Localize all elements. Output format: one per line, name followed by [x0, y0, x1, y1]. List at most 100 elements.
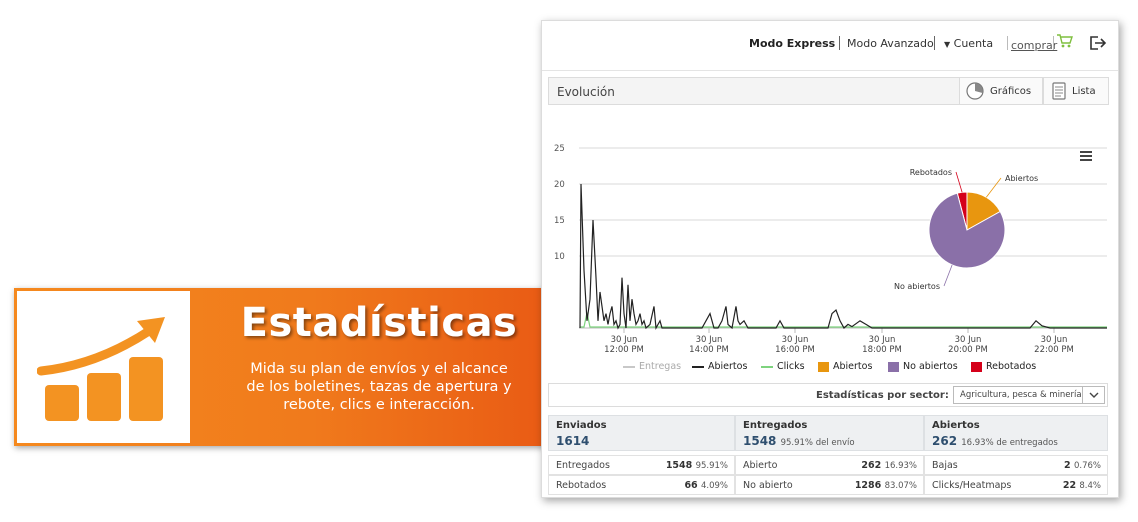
summary-value-group: 262 16.93% de entregados [932, 434, 1058, 448]
x-tick-label: 30 Jun [1041, 335, 1068, 345]
promo-title: Estadísticas [240, 300, 518, 346]
legend-item-no-abiertos[interactable]: No abiertos [888, 361, 958, 372]
nav-comprar-link[interactable]: comprar [1011, 39, 1058, 52]
x-tick-label: 20:00 PM [948, 345, 988, 355]
nav-modo-express[interactable]: Modo Express [749, 37, 836, 50]
sector-select[interactable]: Agricultura, pesca & minería [953, 386, 1105, 404]
promo-banner: Estadísticas Mida su plan de envíos y el… [14, 288, 554, 446]
caret-down-icon: ▼ [944, 40, 951, 49]
growth-bar-chart-icon [37, 317, 165, 421]
pie-slice[interactable] [928, 192, 1006, 269]
top-navigation: Modo Express Modo Avanzado ▼ Cuenta comp… [542, 21, 1118, 71]
series-line-clicks [580, 312, 1107, 328]
pie-label: Rebotados [910, 168, 952, 177]
nav-cuenta[interactable]: ▼ Cuenta [944, 37, 993, 50]
legend-swatch [971, 361, 982, 372]
summary-title: Enviados [556, 420, 607, 431]
stats-panel: Modo Express Modo Avanzado ▼ Cuenta comp… [541, 20, 1119, 498]
summary-value: 262 [932, 434, 958, 448]
summary-value: 1614 [556, 434, 590, 448]
x-tick-label: 30 Jun [955, 335, 982, 345]
legend-item-rebotados[interactable]: Rebotados [971, 361, 1036, 372]
y-tick-label: 25 [554, 144, 565, 154]
summary-title: Abiertos [932, 420, 980, 431]
legend-label: Rebotados [986, 361, 1037, 372]
graficos-label: Gráficos [990, 86, 1032, 97]
summary-abiertos: Abiertos 262 16.93% de entregados [924, 415, 1108, 451]
detail-number: 66 [684, 480, 698, 491]
legend-label: Entregas [639, 361, 682, 372]
y-tick-label: 20 [554, 180, 565, 190]
detail-percent: 16.93% [884, 461, 917, 471]
detail-label: Entregados [556, 460, 610, 471]
detail-label: No abierto [743, 480, 793, 491]
logout-icon[interactable] [1089, 35, 1107, 51]
nav-modo-avanzado[interactable]: Modo Avanzado [847, 37, 934, 50]
x-tick-label: 30 Jun [611, 335, 638, 345]
detail-row: Abierto 262 16.93% [735, 455, 924, 475]
evolution-title: Evolución [557, 85, 615, 99]
x-tick-label: 30 Jun [782, 335, 809, 345]
detail-percent: 95.91% [695, 461, 728, 471]
chart-menu-icon[interactable] [1080, 151, 1092, 161]
legend-item-abiertos-line[interactable]: Abiertos [692, 361, 747, 372]
detail-number: 262 [861, 460, 882, 471]
summary-subtext: 95.91% del envío [780, 438, 855, 448]
detail-row: Clicks/Heatmaps 22 8.4% [924, 475, 1108, 495]
detail-value: 2 0.76% [1064, 460, 1101, 471]
pie-connector [943, 264, 953, 287]
sector-bar: Estadísticas por sector: Agricultura, pe… [548, 383, 1108, 407]
detail-value: 1548 95.91% [666, 460, 728, 471]
legend-label: No abiertos [903, 361, 958, 372]
lista-label: Lista [1072, 86, 1096, 97]
detail-number: 1548 [665, 460, 693, 471]
promo-description: Mida su plan de envíos y el alcance de l… [246, 361, 512, 413]
chevron-down-icon[interactable] [1082, 387, 1104, 403]
detail-label: Bajas [932, 460, 958, 471]
detail-row: Entregados 1548 95.91% [548, 455, 735, 475]
pie-chart: Abiertos No abiertos Rebotados [894, 168, 1038, 291]
legend-swatch [761, 365, 773, 368]
summary-title: Entregados [743, 420, 808, 431]
evolution-header: Evolución Gráficos Lista [548, 77, 1109, 105]
detail-label: Abierto [743, 460, 778, 471]
detail-value: 262 16.93% [861, 460, 917, 471]
x-tick-label: 30 Jun [869, 335, 896, 345]
detail-label: Clicks/Heatmaps [932, 480, 1012, 491]
pie-label: Abiertos [1005, 174, 1038, 183]
detail-label: Rebotados [556, 480, 607, 491]
legend-item-clicks[interactable]: Clicks [761, 361, 805, 372]
detail-percent: 0.76% [1073, 461, 1101, 471]
pie-chart-icon [966, 82, 984, 100]
legend-label: Clicks [777, 361, 805, 372]
pie-connector [985, 177, 1002, 198]
shopping-cart-icon[interactable] [1056, 33, 1074, 49]
detail-percent: 8.4% [1079, 481, 1101, 491]
graficos-button[interactable]: Gráficos [959, 77, 1043, 105]
legend-swatch [888, 361, 899, 372]
y-axis: 25 20 15 10 [554, 144, 1107, 262]
x-tick-label: 14:00 PM [689, 345, 729, 355]
lista-button[interactable]: Lista [1043, 77, 1109, 105]
chart-legend: Entregas Abiertos Clicks Abiertos No abi… [542, 361, 1118, 375]
legend-label: Abiertos [708, 361, 748, 372]
x-tick-label: 30 Jun [696, 335, 723, 345]
detail-number: 22 [1062, 480, 1077, 491]
detail-value: 66 4.09% [684, 480, 728, 491]
nav-separator [1007, 36, 1008, 50]
legend-item-abiertos-pie[interactable]: Abiertos [818, 361, 872, 372]
promo-icon-box [17, 291, 190, 443]
detail-number: 2 [1064, 460, 1071, 471]
summary-value-group: 1548 95.91% del envío [743, 434, 855, 448]
detail-value: 22 8.4% [1063, 480, 1101, 491]
legend-item-entregas[interactable]: Entregas [623, 361, 681, 372]
x-tick-label: 22:00 PM [1034, 345, 1074, 355]
legend-swatch [818, 361, 829, 372]
sector-label: Estadísticas por sector: [816, 390, 949, 401]
nav-separator [1053, 36, 1054, 50]
y-tick-label: 15 [554, 216, 565, 226]
detail-number: 1286 [854, 480, 882, 491]
summary-entregados: Entregados 1548 95.91% del envío [735, 415, 924, 451]
